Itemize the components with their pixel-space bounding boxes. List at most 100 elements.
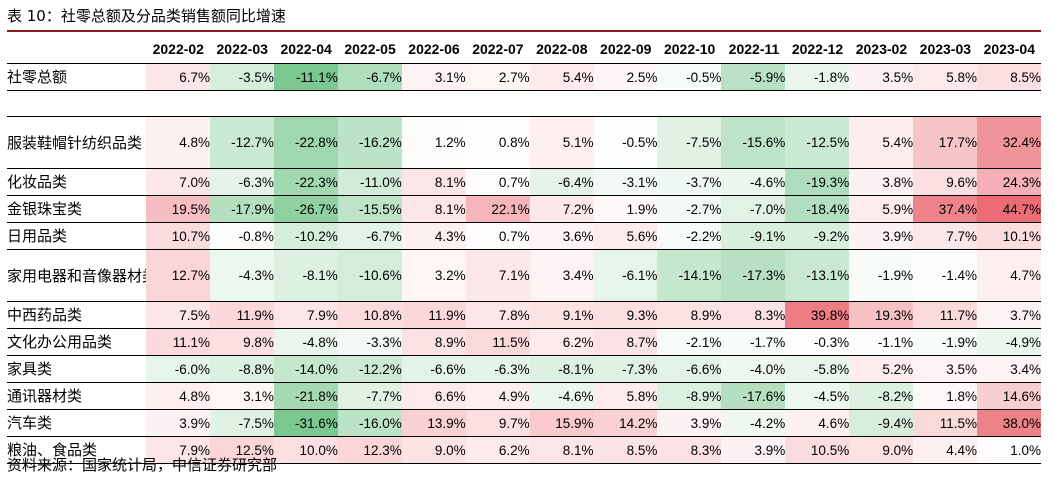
- value-cell: 3.4%: [529, 249, 594, 302]
- value-cell: 8.3%: [721, 301, 786, 329]
- table-row: 家用电器和音像器材类 12.7% -4.3% -8.1% -10.6% 3.2% 7.1% 3…: [7, 249, 1041, 302]
- value-cell: -12.2%: [337, 355, 402, 383]
- value-cell: 0.7%: [465, 168, 530, 196]
- growth-table: 2022-02 2022-03 2022-04 2022-05 2022-06 2022-…: [7, 35, 1041, 464]
- value-cell: -6.4%: [529, 168, 594, 196]
- value-cell: 7.9%: [273, 301, 338, 329]
- value-cell: 11.9%: [401, 301, 466, 329]
- value-cell: -22.8%: [273, 116, 338, 169]
- column-header: 2022-05: [337, 35, 402, 64]
- table-row: 家具类 -6.0% -8.8% -14.0% -12.2% -6.6% -6.3% -8.1%…: [7, 355, 1041, 383]
- value-cell: -4.0%: [721, 355, 786, 383]
- value-cell: 10.7%: [146, 222, 210, 250]
- value-cell: -7.5%: [657, 116, 722, 169]
- value-cell: 24.3%: [977, 168, 1041, 196]
- value-cell: 9.0%: [401, 436, 466, 464]
- value-cell: -10.2%: [273, 222, 338, 250]
- value-cell: 11.1%: [146, 328, 210, 356]
- row-label: 通讯器材类: [7, 382, 147, 410]
- column-header: 2023-03: [913, 35, 978, 64]
- value-cell: -5.9%: [721, 63, 786, 91]
- value-cell: -7.3%: [593, 355, 658, 383]
- value-cell: 14.2%: [593, 409, 658, 437]
- row-label: 中西药品类: [7, 301, 147, 329]
- value-cell: 11.7%: [913, 301, 978, 329]
- value-cell: 9.1%: [529, 301, 594, 329]
- value-cell: 3.9%: [146, 409, 210, 437]
- value-cell: -19.3%: [785, 168, 850, 196]
- value-cell: -1.7%: [721, 328, 786, 356]
- value-cell: 2.7%: [465, 63, 530, 91]
- value-cell: 10.8%: [337, 301, 402, 329]
- header-row: 2022-02 2022-03 2022-04 2022-05 2022-06 2022-…: [7, 35, 1041, 64]
- row-label: 社零总额: [7, 63, 147, 91]
- value-cell: 32.4%: [977, 116, 1041, 169]
- value-cell: -9.2%: [785, 222, 850, 250]
- value-cell: -1.4%: [913, 249, 978, 302]
- value-cell: -21.8%: [273, 382, 338, 410]
- value-cell: -3.1%: [593, 168, 658, 196]
- column-header: 2022-10: [657, 35, 722, 64]
- value-cell: 9.8%: [209, 328, 274, 356]
- value-cell: 2.5%: [593, 63, 658, 91]
- column-header: 2023-02: [849, 35, 914, 64]
- column-header: 2022-11: [721, 35, 786, 64]
- value-cell: -14.1%: [657, 249, 722, 302]
- value-cell: -1.8%: [785, 63, 850, 91]
- value-cell: -1.1%: [849, 328, 914, 356]
- value-cell: 1.2%: [401, 116, 466, 169]
- table-body: 社零总额 6.7% -3.5% -11.1% -6.7% 3.1% 2.7% 5.4% 2.5%…: [7, 63, 1041, 464]
- value-cell: 4.4%: [913, 436, 978, 464]
- value-cell: 44.7%: [977, 195, 1041, 223]
- table-row: 社零总额 6.7% -3.5% -11.1% -6.7% 3.1% 2.7% 5.4% 2.5%…: [7, 63, 1041, 91]
- value-cell: -6.7%: [337, 63, 402, 91]
- value-cell: 7.5%: [146, 301, 210, 329]
- value-cell: -0.5%: [593, 116, 658, 169]
- row-label: 粮油、食品类: [7, 436, 147, 464]
- row-label: 家具类: [7, 355, 147, 383]
- value-cell: 15.9%: [529, 409, 594, 437]
- value-cell: -8.2%: [849, 382, 914, 410]
- value-cell: 3.9%: [657, 409, 722, 437]
- source-note: 资料来源：国家统计局，中信证券研究部: [7, 456, 278, 474]
- row-label: 化妆品类: [7, 168, 147, 196]
- value-cell: 4.8%: [146, 382, 210, 410]
- value-cell: 17.7%: [913, 116, 978, 169]
- table-row: 日用品类 10.7% -0.8% -10.2% -6.7% 4.3% 0.7% 3.6% 5.6…: [7, 222, 1041, 250]
- table-row: 中西药品类 7.5% 11.9% 7.9% 10.8% 11.9% 7.8% 9.1% 9.3%…: [7, 301, 1041, 329]
- value-cell: -6.3%: [209, 168, 274, 196]
- value-cell: -6.6%: [657, 355, 722, 383]
- value-cell: -2.1%: [657, 328, 722, 356]
- table-row: 服装鞋帽针纺织品类 4.8% -12.7% -22.8% -16.2% 1.2% 0.8% 5…: [7, 116, 1041, 169]
- value-cell: -5.8%: [785, 355, 850, 383]
- value-cell: 6.2%: [465, 436, 530, 464]
- column-header: 2022-08: [529, 35, 594, 64]
- value-cell: -4.3%: [209, 249, 274, 302]
- value-cell: -15.5%: [337, 195, 402, 223]
- column-header: 2023-04: [977, 35, 1041, 64]
- value-cell: -8.8%: [209, 355, 274, 383]
- value-cell: -11.1%: [273, 63, 338, 91]
- value-cell: -18.4%: [785, 195, 850, 223]
- value-cell: 39.8%: [785, 301, 850, 329]
- value-cell: 3.7%: [977, 301, 1041, 329]
- value-cell: 11.5%: [465, 328, 530, 356]
- value-cell: 22.1%: [465, 195, 530, 223]
- value-cell: 5.9%: [849, 195, 914, 223]
- value-cell: 9.0%: [849, 436, 914, 464]
- row-label: 金银珠宝类: [7, 195, 147, 223]
- value-cell: -4.5%: [785, 382, 850, 410]
- value-cell: -15.6%: [721, 116, 786, 169]
- value-cell: 4.3%: [401, 222, 466, 250]
- value-cell: 7.1%: [465, 249, 530, 302]
- table-row: 汽车类 3.9% -7.5% -31.6% -16.0% 13.9% 9.7% 15.9% 14…: [7, 409, 1041, 437]
- value-cell: 19.5%: [146, 195, 210, 223]
- value-cell: 11.9%: [209, 301, 274, 329]
- value-cell: 7.8%: [465, 301, 530, 329]
- column-header: 2022-09: [593, 35, 658, 64]
- value-cell: 4.9%: [465, 382, 530, 410]
- value-cell: 5.8%: [913, 63, 978, 91]
- value-cell: -4.6%: [721, 168, 786, 196]
- value-cell: 37.4%: [913, 195, 978, 223]
- value-cell: -4.9%: [977, 328, 1041, 356]
